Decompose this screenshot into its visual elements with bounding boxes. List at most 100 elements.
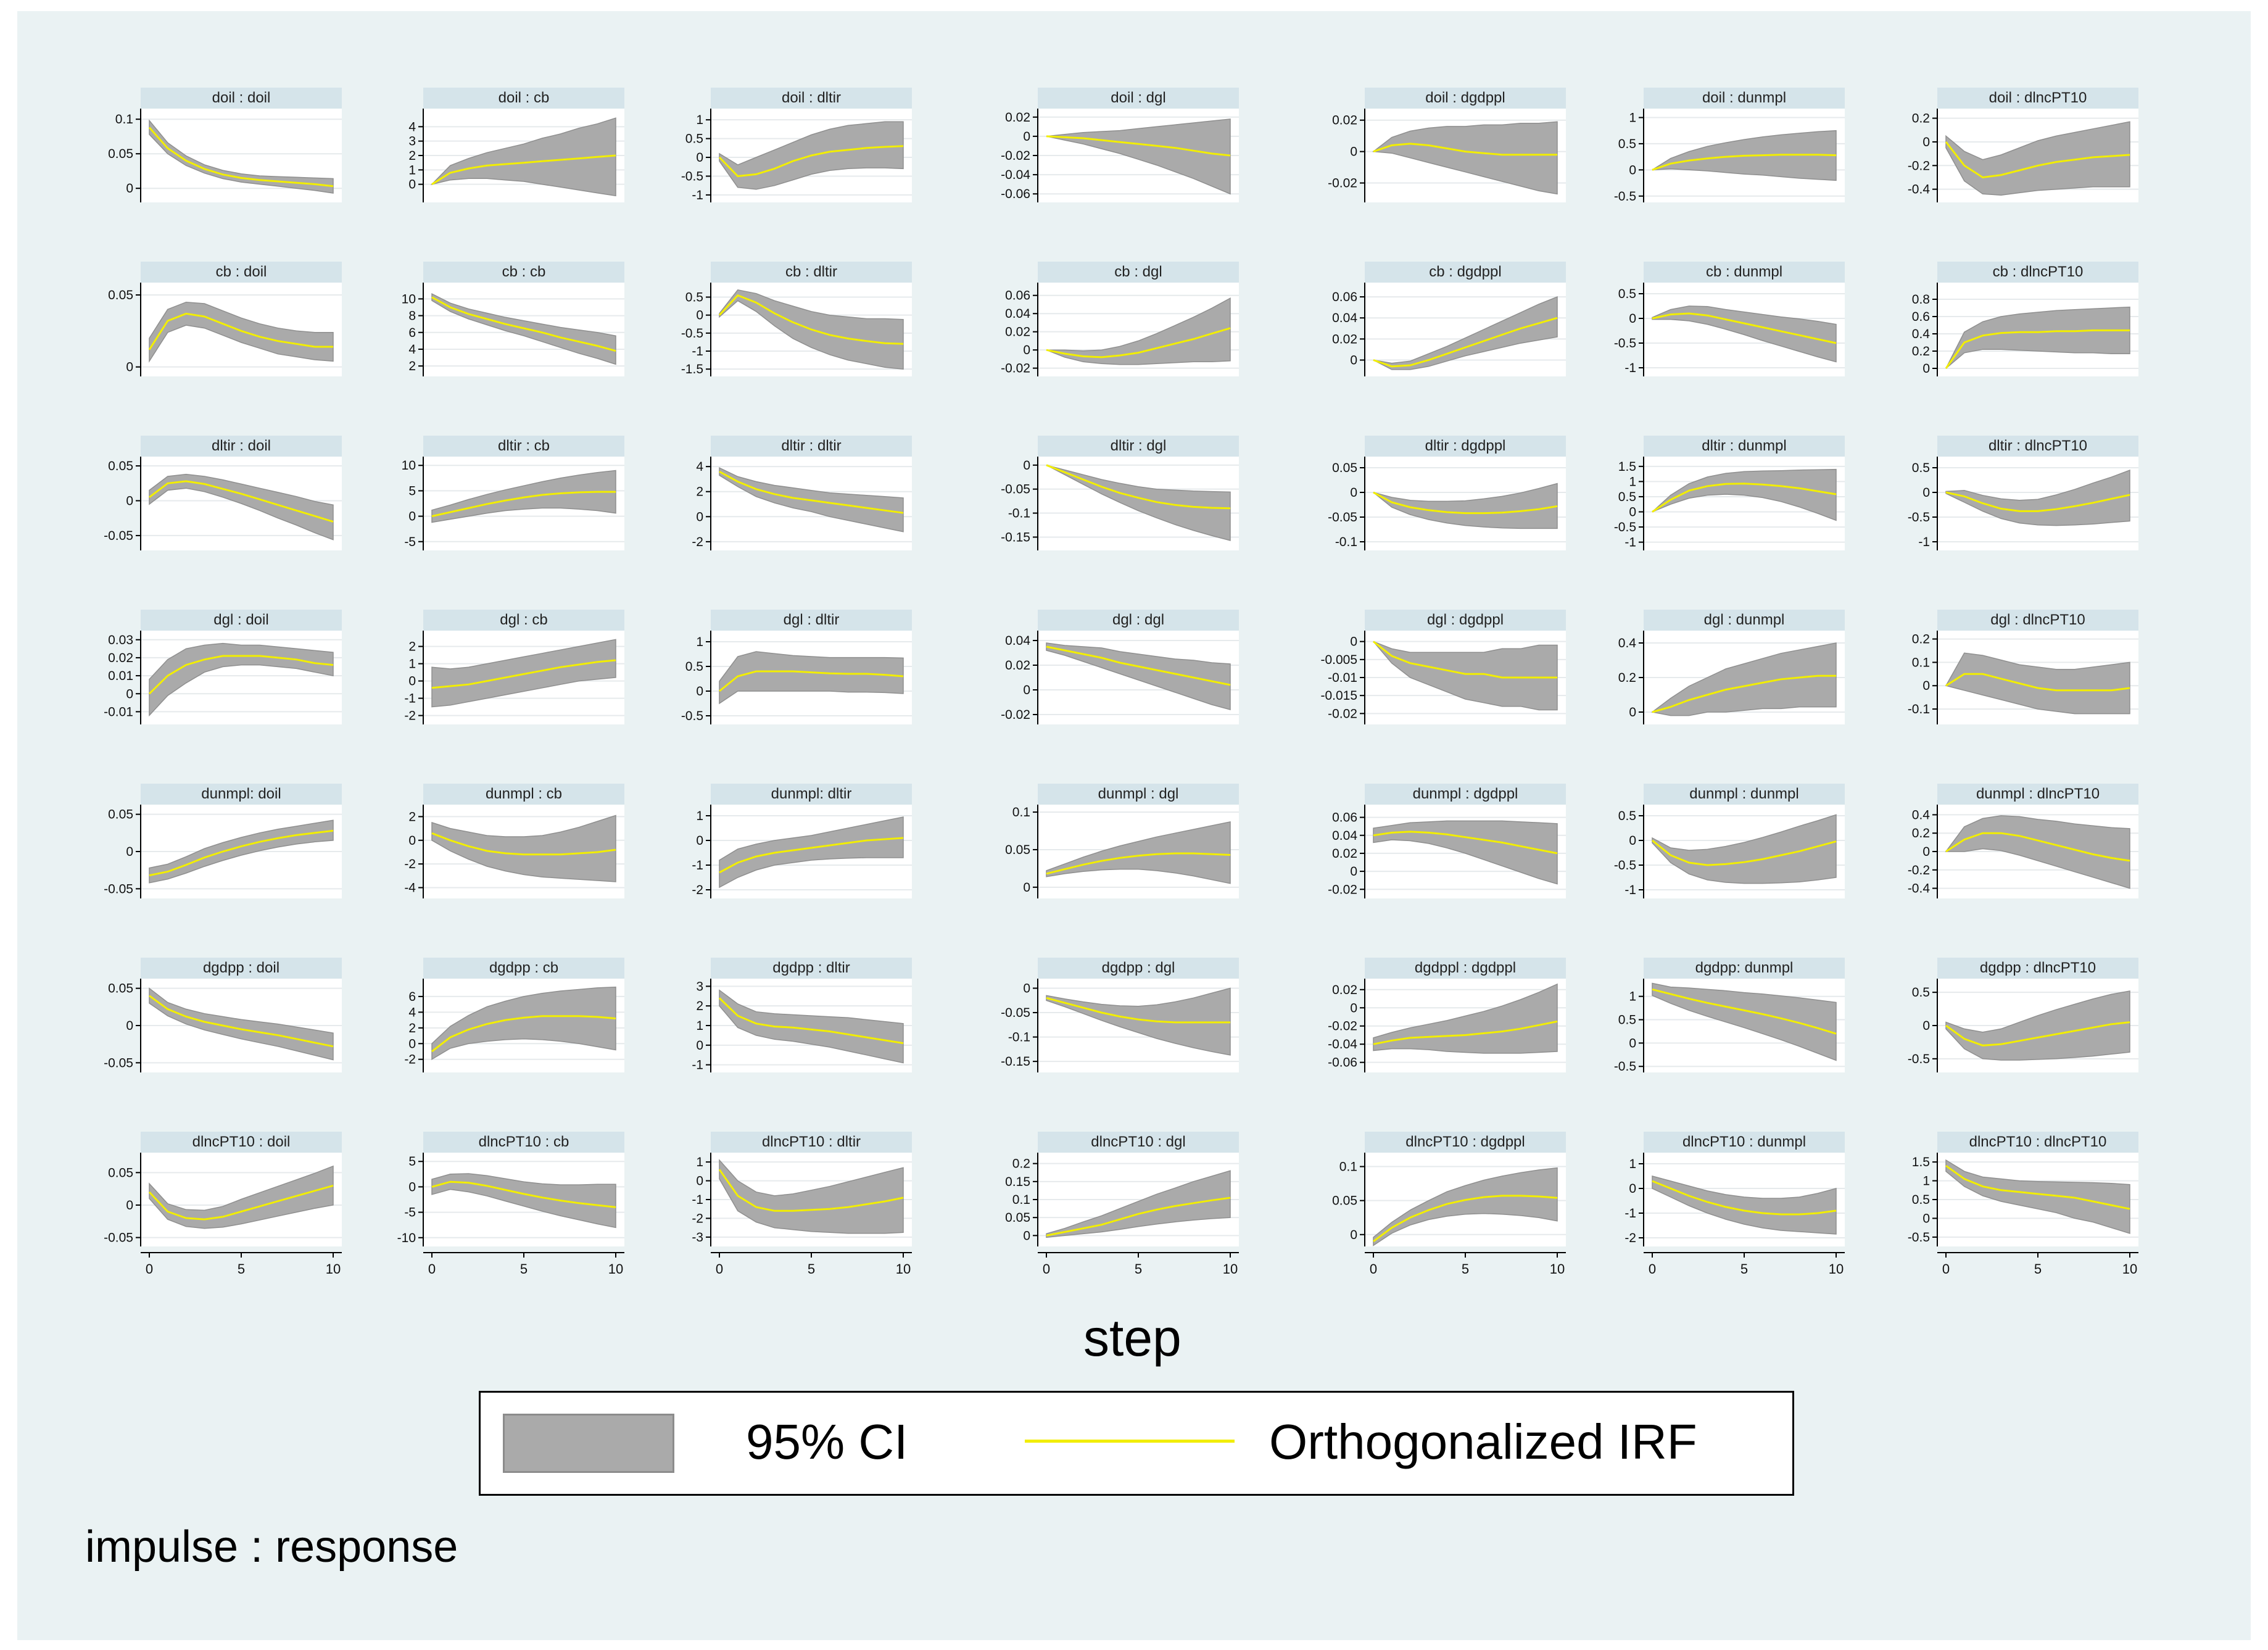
y-tick-label: 6 — [408, 990, 416, 1004]
y-tick-label: 0 — [1023, 881, 1030, 895]
y-tick-label: 0 — [1350, 635, 1357, 649]
y-tick-label: 0 — [696, 684, 703, 699]
panel-title-strip — [1038, 262, 1239, 283]
ci-band — [1945, 990, 2130, 1061]
ci-band — [1046, 1170, 1231, 1238]
irf-line — [1373, 317, 1558, 368]
panel-title: dgdpp : dlncPT10 — [1980, 960, 2096, 976]
y-tick-label: 1 — [1629, 110, 1636, 125]
x-tick-label: 0 — [1942, 1261, 1950, 1277]
irf-panel: doil : dltir 1 0.5 0 -0.5 -1 — [681, 88, 912, 202]
y-tick-label: 0 — [408, 178, 416, 192]
y-tick-label: 0 — [1350, 354, 1357, 368]
irf-line — [149, 480, 334, 523]
panel-title-strip — [1644, 262, 1845, 283]
y-tick-label: 0.2 — [1912, 826, 1930, 840]
y-tick-label: -0.01 — [104, 705, 133, 719]
panel-title: dgdpp: dunmpl — [1695, 960, 1794, 976]
y-tick-label: -0.04 — [1001, 168, 1030, 182]
y-tick-label: 0.5 — [1618, 137, 1636, 151]
panel-title: dgl : doil — [213, 611, 268, 628]
panel-title-strip — [423, 958, 624, 979]
irf-line — [149, 829, 334, 877]
panel-title-strip — [711, 88, 912, 109]
y-tick-label: -0.05 — [1328, 510, 1357, 524]
panel-title-strip — [1937, 88, 2138, 109]
irf-line — [1652, 988, 1837, 1035]
panel-title-strip — [1038, 436, 1239, 457]
panel-title-strip — [1937, 958, 2138, 979]
irf-line — [1652, 839, 1837, 866]
y-tick-label: 1 — [696, 635, 703, 649]
x-tick-label: 0 — [1370, 1261, 1377, 1277]
ci-band — [431, 815, 616, 882]
panel-title-strip — [1038, 784, 1239, 805]
y-tick-label: 0 — [1023, 981, 1030, 995]
ci-band — [719, 816, 904, 889]
panel-title: dgdpp : cb — [489, 960, 558, 976]
panel-title: dlncPT10 : dltir — [762, 1134, 861, 1150]
y-tick-label: 0 — [408, 834, 416, 848]
y-tick-label: -0.5 — [1614, 520, 1636, 534]
x-tick-label: 10 — [2122, 1261, 2137, 1277]
y-tick-label: 1 — [408, 657, 416, 671]
panel-title-strip — [1038, 88, 1239, 109]
panel-title: dunmpl : dgl — [1098, 786, 1179, 802]
irf-line — [1652, 674, 1836, 713]
y-tick-label: 0 — [1922, 1019, 1930, 1033]
panel-title: dgl : cb — [500, 611, 547, 628]
y-tick-label: 0.06 — [1332, 290, 1357, 304]
x-axis-title: step — [1083, 1309, 1182, 1367]
irf-panel: dgdpp : dlncPT10 0.5 0 -0.5 — [1908, 958, 2138, 1072]
y-tick-label: -1 — [404, 692, 416, 706]
ci-band — [1652, 305, 1837, 363]
panel-title-strip — [1937, 610, 2138, 631]
panel-title: cb : dltir — [785, 263, 837, 280]
irf-panel: dgdpp : doil 0.05 0 -0.05 — [104, 958, 342, 1072]
y-tick-label: 2 — [408, 640, 416, 654]
irf-panel: doil : dgl 0.02 0 -0.02 -0.04 -0.06 — [1001, 88, 1239, 202]
panel-title-strip — [711, 1132, 912, 1153]
irf-panel: dlncPT10 : dgdppl 0.1 0.05 0 0 5 10 — [1332, 1132, 1566, 1277]
irf-line — [431, 1015, 616, 1053]
y-tick-label: 0.05 — [1005, 1211, 1030, 1225]
y-tick-label: 0.04 — [1332, 829, 1357, 843]
ci-band — [1373, 1167, 1558, 1246]
panel-title-strip — [423, 1132, 624, 1153]
y-tick-label: 0.02 — [1332, 114, 1357, 128]
y-tick-label: 2 — [408, 359, 416, 373]
y-tick-label: 0 — [1023, 1229, 1030, 1243]
y-tick-label: 4 — [408, 342, 416, 357]
ci-band — [1046, 642, 1231, 710]
panel-title: dltir : dltir — [781, 437, 841, 454]
irf-panel: dunmpl : dunmpl 0.5 0 -0.5 -1 — [1614, 784, 1845, 898]
irf-line — [1046, 1196, 1231, 1237]
y-tick-label: 0 — [408, 510, 416, 524]
irf-line — [148, 1184, 334, 1221]
irf-panel: dltir : dlncPT10 0.5 0 -0.5 -1 — [1908, 436, 2138, 550]
irf-panel: dgdppl : dgdppl 0.02 0 -0.02 -0.04 -0.06 — [1328, 958, 1566, 1072]
y-tick-label: -1 — [1624, 883, 1636, 897]
y-tick-label: 0.04 — [1332, 311, 1357, 325]
ci-band — [719, 989, 904, 1064]
panel-title-strip — [1365, 262, 1566, 283]
panel-title: doil : dltir — [782, 89, 841, 106]
y-tick-label: -5 — [404, 1206, 416, 1220]
panel-title-strip — [1038, 610, 1239, 631]
irf-line — [148, 312, 333, 350]
ci-band — [1373, 296, 1558, 370]
y-tick-label: 0 — [696, 309, 703, 323]
irf-panel: dgdpp: dunmpl 1 0.5 0 -0.5 — [1614, 958, 1845, 1074]
y-tick-label: -2 — [692, 535, 703, 549]
y-tick-label: -1 — [692, 344, 703, 359]
panel-title-strip — [141, 958, 342, 979]
x-tick-label: 0 — [1043, 1261, 1050, 1277]
irf-line — [1652, 154, 1837, 171]
panel-title-strip — [1644, 784, 1845, 805]
x-tick-label: 10 — [1550, 1261, 1565, 1277]
y-tick-label: 0.6 — [1912, 310, 1930, 324]
y-tick-label: 0.5 — [1618, 490, 1636, 504]
panel-title-strip — [1644, 88, 1845, 109]
y-tick-label: 10 — [402, 458, 416, 473]
